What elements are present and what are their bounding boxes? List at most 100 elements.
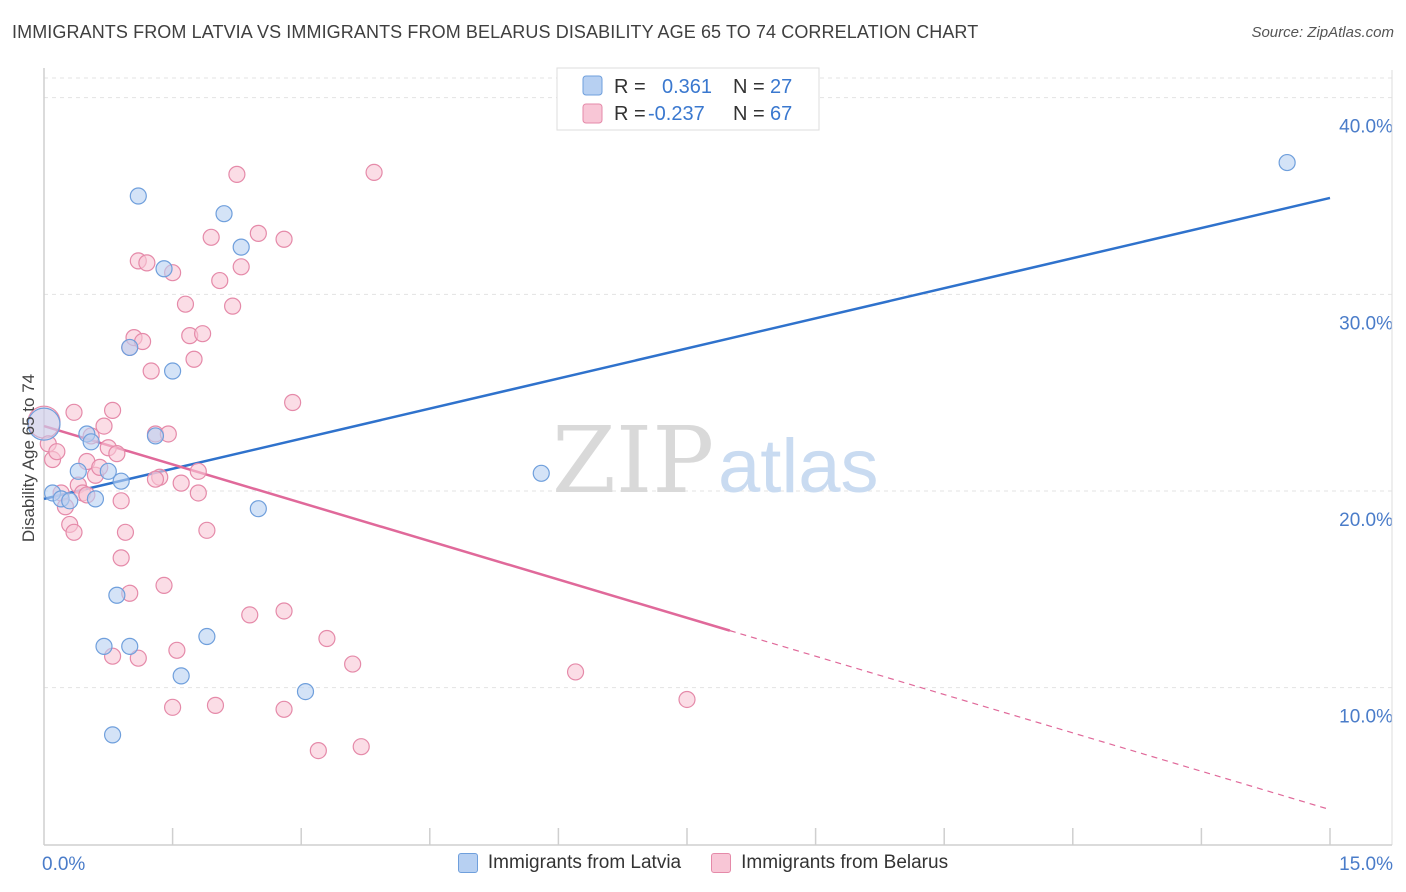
chart-title: IMMIGRANTS FROM LATVIA VS IMMIGRANTS FRO… (12, 22, 979, 42)
data-point-belarus (142, 362, 160, 380)
data-point-latvia (99, 462, 117, 480)
data-point-latvia (232, 238, 250, 256)
legend-n-label-belarus: N = (733, 103, 765, 125)
legend-r-label-latvia: R = (614, 76, 646, 98)
y-tick-label: 40.0% (1339, 117, 1393, 138)
data-point-latvia (198, 627, 216, 646)
data-point-belarus (112, 549, 130, 567)
data-point-belarus (168, 641, 186, 659)
data-point-belarus (232, 258, 250, 276)
trend-line-latvia (43, 196, 1331, 501)
data-point-latvia (95, 637, 113, 655)
stats-legend: R = 0.361 N = 27 R = -0.237 N = 67 (556, 67, 820, 131)
y-tick-label: 20.0% (1339, 510, 1393, 531)
legend-r-label-belarus: R = (614, 103, 646, 125)
data-point-belarus (284, 393, 302, 412)
data-point-latvia (27, 407, 61, 441)
legend-item-latvia: Immigrants from Latvia (457, 852, 682, 874)
data-point-belarus (108, 445, 126, 463)
data-point-belarus (275, 230, 293, 248)
data-point-belarus (228, 165, 246, 183)
data-point-belarus (275, 700, 293, 718)
legend-swatch-belarus-bottom (711, 853, 732, 873)
data-point-latvia (146, 427, 165, 445)
legend-label-belarus: Immigrants from Belarus (741, 852, 949, 873)
watermark-atlas: atlas (718, 424, 879, 509)
data-point-latvia (215, 205, 233, 223)
data-point-belarus (189, 462, 207, 480)
data-point-latvia (129, 187, 147, 205)
data-point-belarus (202, 228, 220, 246)
trend-line-belarus-extension (729, 630, 1331, 811)
legend-swatch-belarus (582, 103, 603, 124)
data-point-latvia (82, 433, 100, 451)
data-point-belarus (241, 606, 259, 624)
data-point-belarus (194, 325, 212, 343)
data-point-belarus (103, 401, 122, 419)
data-point-latvia (112, 472, 130, 490)
trend-lines (43, 196, 1331, 811)
data-point-belarus (566, 663, 585, 681)
data-point-latvia (86, 490, 105, 508)
data-point-belarus (155, 576, 173, 595)
data-point-latvia (296, 682, 315, 701)
data-point-belarus (318, 629, 336, 648)
legend-r-value-latvia: 0.361 (662, 76, 712, 98)
data-point-belarus (95, 417, 113, 435)
data-point-belarus (48, 443, 66, 461)
data-point-belarus (309, 741, 327, 760)
data-point-belarus (275, 602, 293, 620)
data-point-belarus (206, 696, 225, 714)
series-legend: Immigrants from Latvia Immigrants from B… (0, 852, 1406, 874)
data-point-latvia (155, 260, 173, 278)
data-point-latvia (532, 464, 550, 482)
data-point-latvia (249, 500, 267, 518)
data-point-latvia (164, 362, 182, 380)
legend-n-label-latvia: N = (733, 76, 765, 98)
watermark: ZIP atlas (552, 407, 879, 514)
data-point-latvia (121, 338, 139, 357)
latvia-points (27, 153, 1296, 744)
gridlines (44, 77, 1392, 689)
watermark-zip: ZIP (552, 407, 714, 514)
data-point-belarus (65, 403, 83, 421)
data-point-belarus (678, 690, 696, 709)
data-point-belarus (65, 523, 83, 541)
data-point-belarus (172, 474, 190, 492)
y-tick-label: 10.0% (1339, 707, 1393, 728)
data-point-latvia (103, 726, 122, 744)
legend-label-latvia: Immigrants from Latvia (487, 852, 682, 873)
legend-r-value-belarus: -0.237 (648, 103, 705, 125)
data-point-belarus (198, 521, 216, 539)
source-label: Source: ZipAtlas.com (1251, 24, 1394, 41)
data-point-belarus (365, 163, 383, 181)
legend-swatch-latvia-bottom (457, 853, 478, 873)
data-point-belarus (344, 655, 362, 673)
legend-n-value-latvia: 27 (770, 76, 792, 98)
data-point-belarus (129, 649, 147, 667)
trend-line-belarus (43, 424, 731, 632)
axes: 10.0% 20.0% 30.0% 40.0% 0.0% 15.0% (42, 68, 1393, 875)
data-point-latvia (108, 586, 126, 604)
data-point-latvia (69, 462, 87, 480)
y-tick-label: 30.0% (1339, 313, 1393, 334)
data-point-latvia (121, 637, 139, 655)
y-axis-label: Disability Age 65 to 74 (19, 374, 38, 542)
data-point-belarus (352, 738, 370, 756)
data-point-latvia (61, 492, 79, 510)
data-point-belarus (185, 350, 203, 368)
x-tick-label: 0.0% (42, 854, 85, 875)
data-point-belarus (189, 484, 207, 502)
data-point-belarus (138, 254, 156, 272)
legend-n-value-belarus: 67 (770, 103, 792, 125)
data-point-belarus (176, 295, 195, 313)
belarus-points (27, 163, 696, 760)
data-point-belarus (249, 224, 267, 242)
x-tick-label: 15.0% (1339, 854, 1393, 875)
data-point-latvia (172, 667, 190, 685)
data-point-belarus (224, 297, 242, 315)
legend-item-belarus: Immigrants from Belarus (711, 852, 948, 874)
data-point-belarus (211, 271, 229, 290)
data-point-belarus (146, 470, 165, 488)
legend-swatch-latvia (582, 75, 603, 96)
